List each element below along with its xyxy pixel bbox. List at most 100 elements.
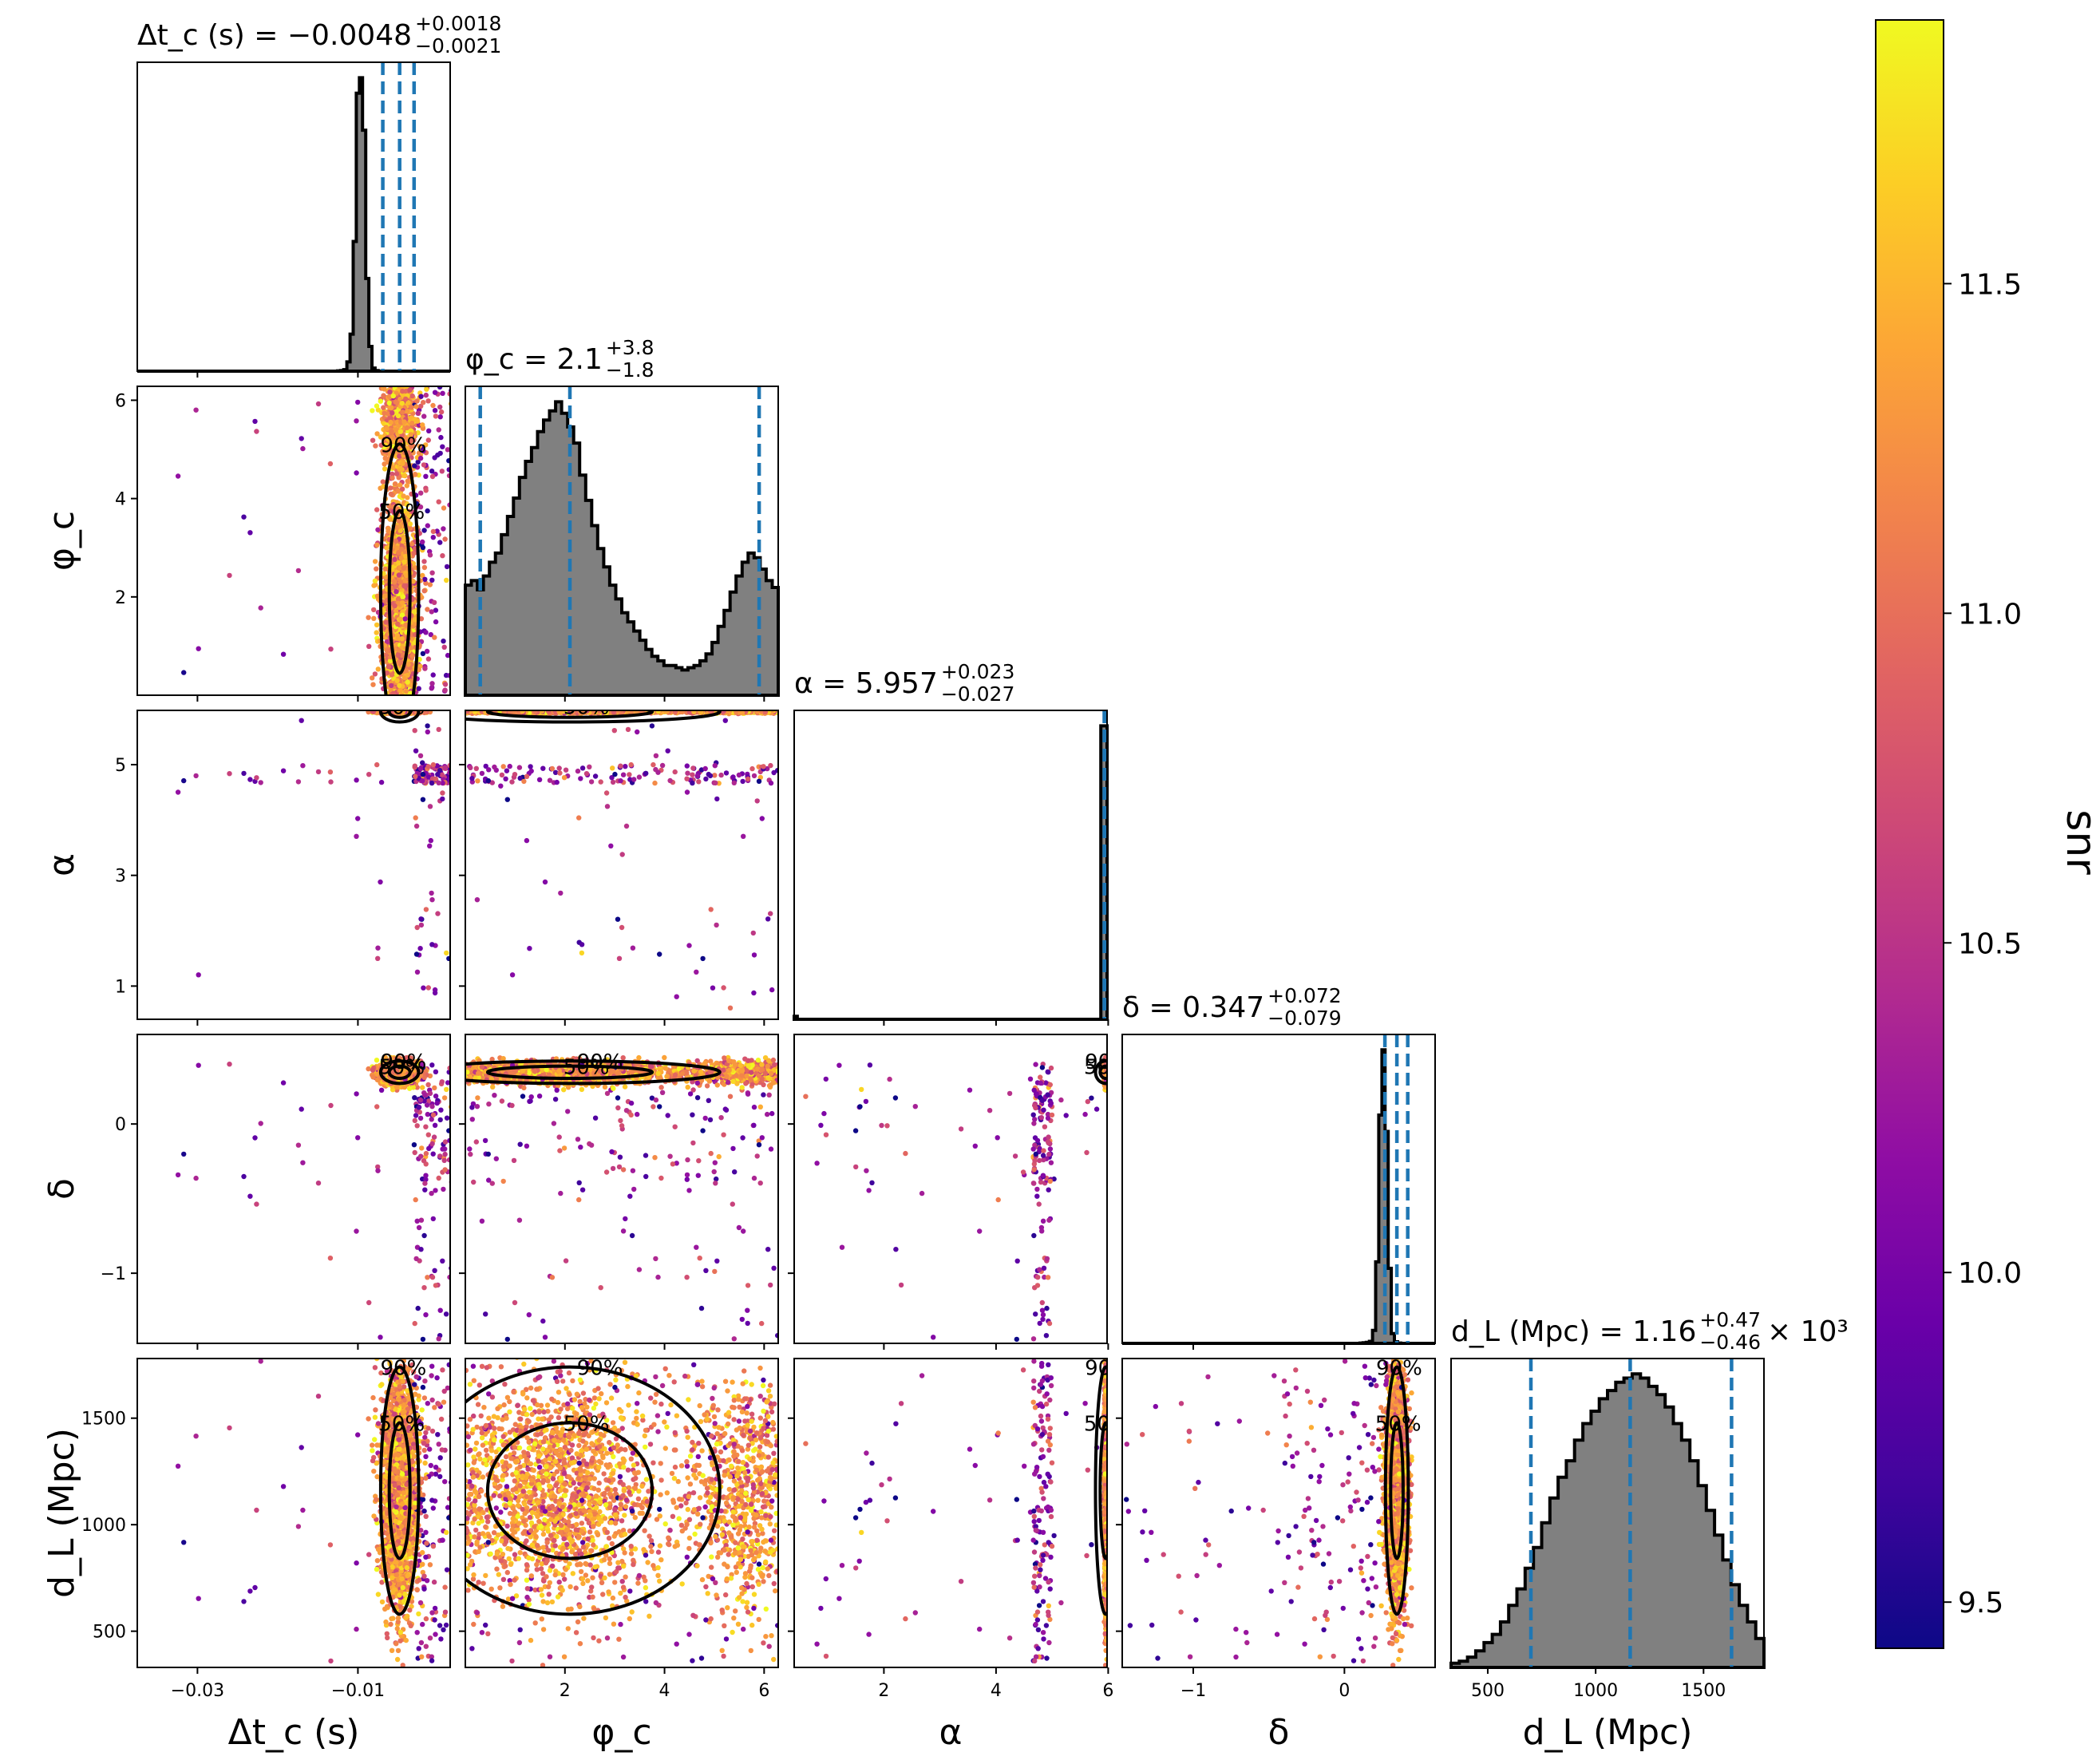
sample-point bbox=[398, 579, 403, 584]
sample-point bbox=[393, 481, 397, 486]
sample-point bbox=[425, 523, 430, 528]
sample-point bbox=[415, 970, 420, 975]
sample-point bbox=[413, 404, 418, 409]
sample-point bbox=[382, 411, 386, 416]
sample-point bbox=[422, 577, 427, 582]
sample-point bbox=[473, 542, 477, 547]
sample-point bbox=[424, 387, 429, 392]
sample-point bbox=[424, 393, 429, 397]
sample-point bbox=[385, 649, 390, 654]
sample-point bbox=[426, 985, 431, 990]
sample-point bbox=[398, 688, 403, 693]
sample-point bbox=[247, 777, 252, 781]
sample-point bbox=[355, 816, 360, 821]
sample-point bbox=[440, 790, 445, 795]
sample-point bbox=[444, 951, 449, 955]
sample-point bbox=[378, 880, 382, 884]
sample-point bbox=[374, 431, 379, 436]
sample-point bbox=[388, 420, 393, 425]
sample-point bbox=[437, 405, 442, 409]
sample-point bbox=[401, 566, 406, 571]
sample-point bbox=[488, 427, 493, 432]
sample-point bbox=[453, 413, 458, 418]
sample-point bbox=[397, 683, 401, 688]
sample-point bbox=[394, 471, 399, 476]
sample-point bbox=[401, 594, 405, 599]
sample-point bbox=[421, 559, 426, 564]
sample-point bbox=[247, 530, 252, 535]
sample-point bbox=[401, 583, 406, 588]
sample-point bbox=[433, 619, 438, 624]
sample-point bbox=[382, 466, 387, 471]
sample-point bbox=[437, 427, 441, 432]
sample-point bbox=[473, 931, 477, 935]
sample-point bbox=[386, 664, 391, 669]
sample-point bbox=[400, 636, 405, 641]
sample-point bbox=[396, 652, 401, 657]
sample-point bbox=[457, 658, 462, 662]
sample-point bbox=[453, 778, 458, 783]
sample-point bbox=[382, 594, 387, 599]
sample-point bbox=[421, 545, 425, 550]
sample-point bbox=[422, 565, 427, 570]
sample-point bbox=[418, 394, 423, 399]
sample-point bbox=[430, 403, 435, 408]
sample-point bbox=[457, 419, 462, 424]
sample-point bbox=[415, 418, 420, 423]
sample-point bbox=[454, 468, 459, 473]
sample-point bbox=[431, 535, 436, 540]
sample-point bbox=[300, 446, 305, 451]
sample-point bbox=[435, 911, 440, 916]
sample-point bbox=[440, 797, 445, 801]
sample-point bbox=[432, 635, 437, 639]
sample-point bbox=[440, 469, 445, 473]
sample-point bbox=[453, 655, 458, 660]
sample-point bbox=[415, 925, 420, 930]
sample-point bbox=[437, 540, 442, 544]
sample-point bbox=[398, 617, 403, 622]
sample-point bbox=[227, 573, 231, 578]
sample-point bbox=[416, 411, 421, 416]
sample-point bbox=[397, 482, 402, 487]
sample-point bbox=[398, 556, 403, 560]
sample-point bbox=[484, 446, 489, 451]
sample-point bbox=[296, 779, 301, 784]
sample-point bbox=[425, 607, 429, 611]
sample-point bbox=[425, 730, 430, 734]
sample-point bbox=[453, 764, 458, 769]
sample-point bbox=[407, 388, 412, 393]
sample-point bbox=[449, 401, 453, 406]
sample-point bbox=[371, 616, 376, 621]
sample-point bbox=[193, 773, 198, 778]
sample-point bbox=[316, 401, 321, 406]
sample-point bbox=[401, 473, 406, 478]
sample-point bbox=[417, 946, 422, 951]
sample-point bbox=[381, 479, 386, 484]
sample-point bbox=[426, 429, 431, 433]
sample-point bbox=[429, 686, 434, 690]
sample-point bbox=[373, 559, 378, 564]
sample-point bbox=[421, 462, 426, 467]
sample-point bbox=[429, 469, 434, 473]
sample-point bbox=[193, 408, 198, 413]
sample-point bbox=[300, 763, 305, 768]
sample-point bbox=[374, 762, 379, 767]
sample-point bbox=[420, 540, 425, 544]
sample-point bbox=[409, 405, 413, 409]
sample-point bbox=[281, 769, 286, 773]
sample-point bbox=[428, 804, 433, 809]
sample-point bbox=[405, 679, 410, 684]
sample-point bbox=[252, 419, 257, 424]
sample-point bbox=[397, 524, 402, 528]
sample-point bbox=[355, 400, 360, 405]
sample-point bbox=[375, 946, 380, 951]
sample-point bbox=[393, 589, 398, 594]
sample-point bbox=[473, 409, 477, 413]
sample-point bbox=[433, 413, 438, 418]
sample-point bbox=[425, 398, 430, 403]
sample-point bbox=[316, 769, 321, 774]
sample-point bbox=[254, 429, 259, 433]
sample-point bbox=[471, 940, 476, 945]
sample-point bbox=[459, 398, 464, 403]
